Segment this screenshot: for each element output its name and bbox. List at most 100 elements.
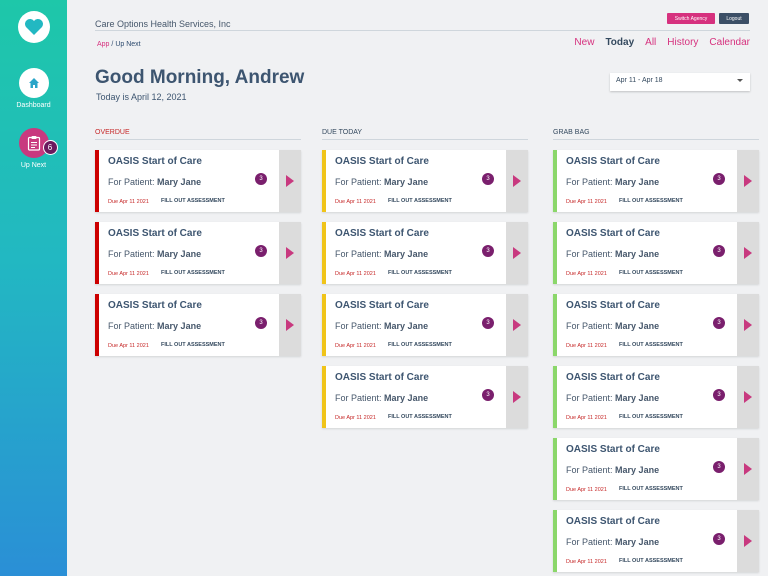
tab-all[interactable]: All — [645, 37, 657, 48]
open-card-button[interactable] — [506, 150, 528, 212]
fill-out-assessment-link[interactable]: FILL OUT ASSESSMENT — [388, 270, 452, 276]
open-card-button[interactable] — [737, 222, 759, 284]
task-card[interactable]: OASIS Start of Care For Patient: Mary Jan… — [553, 366, 759, 428]
card-due-date: Due Apr 11 2021 — [335, 199, 376, 205]
card-title: OASIS Start of Care — [108, 300, 202, 311]
fill-out-assessment-link[interactable]: FILL OUT ASSESSMENT — [619, 414, 683, 420]
open-card-button[interactable] — [279, 222, 301, 284]
home-icon — [18, 68, 49, 98]
card-due-date: Due Apr 11 2021 — [566, 343, 607, 349]
card-patient: For Patient: Mary Jane — [108, 177, 201, 187]
fill-out-assessment-link[interactable]: FILL OUT ASSESSMENT — [619, 342, 683, 348]
open-card-button[interactable] — [737, 366, 759, 428]
play-arrow-icon — [513, 319, 521, 331]
tab-calendar[interactable]: Calendar — [709, 37, 750, 48]
play-arrow-icon — [744, 319, 752, 331]
fill-out-assessment-link[interactable]: FILL OUT ASSESSMENT — [619, 558, 683, 564]
card-due-date: Due Apr 11 2021 — [566, 271, 607, 277]
card-patient-name: Mary Jane — [157, 177, 202, 187]
card-patient: For Patient: Mary Jane — [566, 321, 659, 331]
task-card[interactable]: OASIS Start of Care For Patient: Mary Jan… — [322, 366, 528, 428]
card-patient-prefix: For Patient: — [108, 177, 155, 187]
task-card[interactable]: OASIS Start of Care For Patient: Mary Jan… — [95, 222, 301, 284]
card-patient-prefix: For Patient: — [566, 465, 613, 475]
fill-out-assessment-link[interactable]: FILL OUT ASSESSMENT — [161, 270, 225, 276]
switch-agency-button[interactable]: Switch Agency — [667, 13, 715, 24]
open-card-button[interactable] — [737, 294, 759, 356]
logout-button[interactable]: Logout — [719, 13, 749, 24]
fill-out-assessment-link[interactable]: FILL OUT ASSESSMENT — [619, 198, 683, 204]
clipboard-icon: 6 — [18, 128, 58, 158]
play-arrow-icon — [744, 391, 752, 403]
card-count-badge: 3 — [713, 389, 725, 401]
task-card[interactable]: OASIS Start of Care For Patient: Mary Jan… — [553, 150, 759, 212]
up-next-count-badge: 6 — [42, 140, 58, 155]
card-title: OASIS Start of Care — [566, 228, 660, 239]
task-card[interactable]: OASIS Start of Care For Patient: Mary Jan… — [553, 294, 759, 356]
task-card[interactable]: OASIS Start of Care For Patient: Mary Jan… — [553, 222, 759, 284]
open-card-button[interactable] — [506, 222, 528, 284]
card-title: OASIS Start of Care — [108, 228, 202, 239]
play-arrow-icon — [513, 391, 521, 403]
card-patient-prefix: For Patient: — [566, 321, 613, 331]
open-card-button[interactable] — [279, 150, 301, 212]
card-patient: For Patient: Mary Jane — [566, 537, 659, 547]
card-patient-name: Mary Jane — [384, 249, 429, 259]
open-card-button[interactable] — [506, 294, 528, 356]
task-card[interactable]: OASIS Start of Care For Patient: Mary Jan… — [95, 150, 301, 212]
nav-dashboard[interactable]: Dashboard — [0, 68, 67, 109]
fill-out-assessment-link[interactable]: FILL OUT ASSESSMENT — [161, 198, 225, 204]
open-card-button[interactable] — [737, 438, 759, 500]
date-range-select[interactable]: Apr 11 - Apr 18 — [610, 73, 750, 91]
card-due-date: Due Apr 11 2021 — [566, 415, 607, 421]
fill-out-assessment-link[interactable]: FILL OUT ASSESSMENT — [619, 270, 683, 276]
task-card[interactable]: OASIS Start of Care For Patient: Mary Jan… — [322, 294, 528, 356]
card-due-date: Due Apr 11 2021 — [566, 559, 607, 565]
nav-up-next[interactable]: 6 Up Next — [0, 128, 67, 169]
task-card[interactable]: OASIS Start of Care For Patient: Mary Jan… — [95, 294, 301, 356]
card-count-badge: 3 — [482, 173, 494, 185]
task-card[interactable]: OASIS Start of Care For Patient: Mary Jan… — [553, 510, 759, 572]
column-header-overdue: OVERDUE — [95, 129, 301, 140]
breadcrumb-current: Up Next — [115, 41, 141, 48]
task-card[interactable]: OASIS Start of Care For Patient: Mary Jan… — [322, 222, 528, 284]
card-title: OASIS Start of Care — [566, 444, 660, 455]
open-card-button[interactable] — [279, 294, 301, 356]
card-patient-prefix: For Patient: — [108, 321, 155, 331]
tab-history[interactable]: History — [667, 37, 699, 48]
card-patient-name: Mary Jane — [384, 177, 429, 187]
fill-out-assessment-link[interactable]: FILL OUT ASSESSMENT — [161, 342, 225, 348]
breadcrumb-app-link[interactable]: App — [97, 41, 110, 48]
play-arrow-icon — [744, 463, 752, 475]
top-bar: Care Options Health Services, Inc Switch… — [95, 13, 750, 31]
heart-logo-icon[interactable] — [18, 11, 50, 43]
card-patient-prefix: For Patient: — [566, 177, 613, 187]
tab-new[interactable]: New — [574, 37, 595, 48]
open-card-button[interactable] — [737, 150, 759, 212]
fill-out-assessment-link[interactable]: FILL OUT ASSESSMENT — [388, 342, 452, 348]
fill-out-assessment-link[interactable]: FILL OUT ASSESSMENT — [619, 486, 683, 492]
tab-today[interactable]: Today — [605, 37, 635, 48]
task-card[interactable]: OASIS Start of Care For Patient: Mary Jan… — [322, 150, 528, 212]
sidebar: Dashboard 6 Up Next — [0, 0, 67, 576]
fill-out-assessment-link[interactable]: FILL OUT ASSESSMENT — [388, 198, 452, 204]
card-title: OASIS Start of Care — [335, 300, 429, 311]
card-patient: For Patient: Mary Jane — [108, 249, 201, 259]
open-card-button[interactable] — [737, 510, 759, 572]
open-card-button[interactable] — [506, 366, 528, 428]
card-count-badge: 3 — [713, 245, 725, 257]
card-due-date: Due Apr 11 2021 — [566, 487, 607, 493]
fill-out-assessment-link[interactable]: FILL OUT ASSESSMENT — [388, 414, 452, 420]
task-card[interactable]: OASIS Start of Care For Patient: Mary Jan… — [553, 438, 759, 500]
card-patient-name: Mary Jane — [384, 393, 429, 403]
card-patient: For Patient: Mary Jane — [335, 177, 428, 187]
card-due-date: Due Apr 11 2021 — [108, 199, 149, 205]
card-patient-prefix: For Patient: — [335, 393, 382, 403]
card-due-date: Due Apr 11 2021 — [108, 343, 149, 349]
card-title: OASIS Start of Care — [566, 156, 660, 167]
card-patient: For Patient: Mary Jane — [108, 321, 201, 331]
breadcrumb: App / Up Next — [97, 41, 141, 48]
card-patient: For Patient: Mary Jane — [566, 465, 659, 475]
card-patient-prefix: For Patient: — [566, 393, 613, 403]
play-arrow-icon — [513, 175, 521, 187]
